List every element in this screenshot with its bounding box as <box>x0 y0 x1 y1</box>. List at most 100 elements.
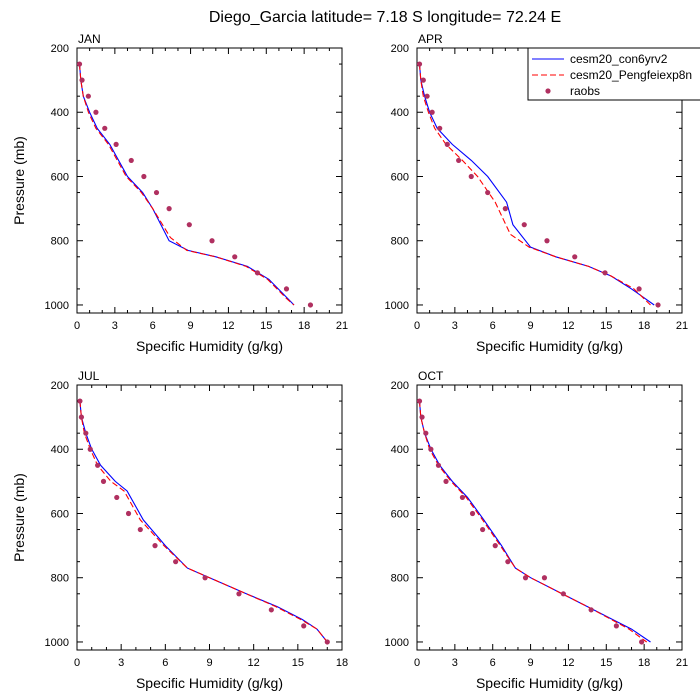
raobs-point <box>85 93 91 99</box>
y-tick-label: 200 <box>391 43 409 55</box>
raobs-point <box>232 254 238 260</box>
cesm20-pengfeiexp8n-line <box>78 64 295 306</box>
raobs-point <box>95 462 101 468</box>
x-tick-label: 3 <box>112 320 118 332</box>
x-tick-label: 12 <box>222 320 234 332</box>
x-tick-label: 21 <box>676 657 688 669</box>
x-tick-label: 0 <box>414 657 420 669</box>
legend-marker <box>545 88 551 94</box>
data-area <box>77 61 314 308</box>
raobs-point <box>492 543 498 549</box>
raobs-point <box>459 494 466 501</box>
x-tick-label: 0 <box>74 657 80 669</box>
y-tick-label: 400 <box>391 444 409 456</box>
x-tick-label: 6 <box>150 320 156 332</box>
raobs-point <box>613 623 619 629</box>
x-tick-label: 6 <box>490 320 496 332</box>
x-axis-label: Specific Humidity (g/kg) <box>476 675 623 691</box>
x-tick-label: 18 <box>638 657 650 669</box>
y-tick-label: 1000 <box>385 300 409 312</box>
cesm20-con6yrv2-line <box>78 64 295 306</box>
raobs-point <box>468 173 474 180</box>
x-tick-label: 18 <box>336 657 348 669</box>
raobs-point <box>655 302 661 308</box>
legend-label: cesm20_con6yrv2 <box>570 52 668 66</box>
x-tick-label: 15 <box>600 320 612 332</box>
raobs-point <box>87 446 93 452</box>
cesm20-con6yrv2-line <box>418 401 651 643</box>
raobs-point <box>560 591 566 597</box>
raobs-point <box>435 462 442 468</box>
raobs-point <box>485 189 491 196</box>
y-tick-label: 800 <box>391 573 409 585</box>
raobs-point <box>444 141 450 147</box>
raobs-point <box>324 639 330 645</box>
cesm20-con6yrv2-line <box>418 64 655 306</box>
x-tick-label: 0 <box>414 320 420 332</box>
x-tick-label: 15 <box>292 657 304 669</box>
y-tick-label: 800 <box>51 573 69 585</box>
x-tick-label: 6 <box>490 657 496 669</box>
raobs-point <box>417 61 423 67</box>
x-tick-label: 9 <box>206 657 212 669</box>
y-tick-label: 400 <box>51 107 69 119</box>
raobs-point <box>77 61 83 67</box>
raobs-point <box>283 286 290 292</box>
figure-title: Diego_Garcia latitude= 7.18 S longitude=… <box>209 9 561 26</box>
x-tick-label: 3 <box>452 657 458 669</box>
raobs-point <box>602 270 608 276</box>
raobs-point <box>236 591 242 597</box>
panel-oct: OCT 0 3 6 9 12 15 18 21 200 400 600 800 1000 Specific … <box>385 369 689 691</box>
panel-jul: JUL 0 3 6 9 12 15 18 200 400 600 800 1000 Specific Hu… <box>11 369 348 691</box>
raobs-point <box>429 109 435 115</box>
plot-frame <box>416 384 683 651</box>
raobs-point <box>456 157 462 164</box>
raobs-point <box>588 607 594 613</box>
raobs-point <box>505 559 511 565</box>
panel-jan: JAN 0 3 6 9 12 15 18 21 200 400 600 800 1000 Specific … <box>11 32 348 354</box>
legend-label: cesm20_Pengfeiexp8n <box>570 68 692 82</box>
x-tick-label: 9 <box>528 657 534 669</box>
panel-title: JAN <box>78 32 101 46</box>
x-tick-label: 15 <box>260 320 272 332</box>
x-tick-label: 12 <box>248 657 260 669</box>
raobs-point <box>125 510 132 517</box>
raobs-point <box>202 575 208 581</box>
data-area <box>417 61 661 308</box>
raobs-point <box>79 77 85 83</box>
panel-title: OCT <box>418 369 444 383</box>
raobs-point <box>209 238 215 244</box>
data-area <box>77 398 330 645</box>
raobs-point <box>301 623 307 629</box>
raobs-point <box>128 157 134 164</box>
raobs-point <box>428 446 434 452</box>
x-axis-label: Specific Humidity (g/kg) <box>476 338 623 354</box>
raobs-point <box>502 206 508 212</box>
raobs-point <box>268 607 274 613</box>
cesm20-pengfeiexp8n-line <box>79 401 328 643</box>
raobs-point <box>521 222 527 228</box>
x-tick-label: 18 <box>638 320 650 332</box>
raobs-point <box>100 478 107 484</box>
raobs-point <box>572 254 578 260</box>
y-tick-label: 600 <box>391 171 409 183</box>
raobs-point <box>424 93 430 99</box>
raobs-point <box>417 398 423 404</box>
raobs-point <box>443 478 449 484</box>
plot-frame <box>76 47 343 314</box>
data-area <box>417 398 651 645</box>
raobs-point <box>153 189 160 196</box>
y-axis-label: Pressure (mb) <box>11 136 27 225</box>
raobs-point <box>77 398 83 404</box>
y-axis-label: Pressure (mb) <box>11 473 27 562</box>
raobs-point <box>141 173 147 180</box>
x-tick-label: 9 <box>188 320 194 332</box>
x-tick-label: 0 <box>74 320 80 332</box>
raobs-point <box>78 414 85 420</box>
y-tick-label: 600 <box>51 508 69 520</box>
y-tick-label: 400 <box>51 444 69 456</box>
y-tick-label: 800 <box>51 236 69 248</box>
x-tick-label: 12 <box>562 657 574 669</box>
